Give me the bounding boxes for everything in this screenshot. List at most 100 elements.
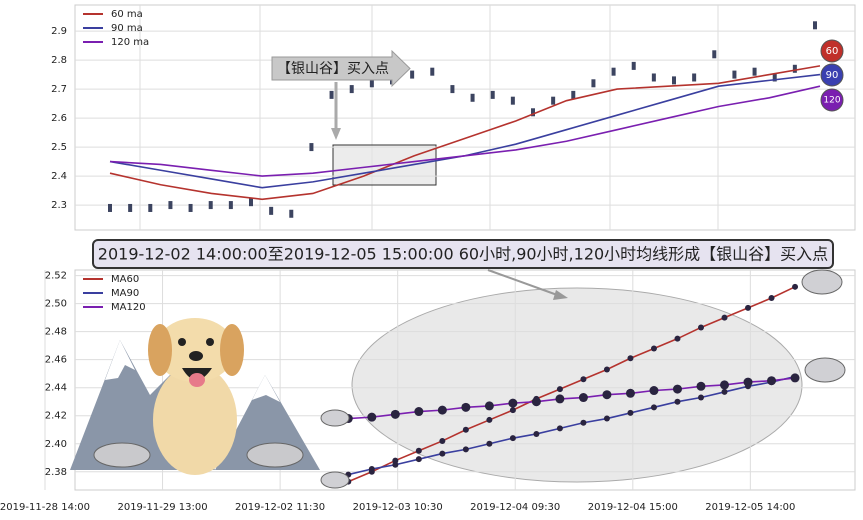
point <box>367 412 377 422</box>
legend-label: 120 ma <box>111 37 149 48</box>
dog-nose <box>189 351 203 361</box>
price-tick <box>369 79 374 88</box>
series-line <box>348 375 796 476</box>
point <box>509 407 516 414</box>
price-tick <box>188 203 193 212</box>
price-tick <box>813 21 817 30</box>
y-tick-label: 2.4 <box>51 171 67 182</box>
y-tick-label: 2.8 <box>51 55 67 66</box>
point <box>790 373 800 383</box>
price-tick <box>470 93 475 102</box>
callout-shape <box>271 49 411 88</box>
price-tick <box>128 203 133 212</box>
ingot <box>93 442 151 468</box>
point <box>674 398 681 405</box>
callout-arrow-head <box>331 128 341 140</box>
price-tick <box>531 108 535 117</box>
price-tick <box>108 203 112 212</box>
badge <box>820 39 844 63</box>
point <box>627 355 634 362</box>
x-tick-label: 2019-12-04 09:30 <box>470 502 560 513</box>
price-tick <box>732 70 737 79</box>
point <box>439 450 446 457</box>
point <box>721 314 728 321</box>
callout-text: 【银山谷】买入点 <box>277 61 389 77</box>
point <box>533 430 540 437</box>
legend-label: MA60 <box>111 274 139 285</box>
point <box>556 425 563 432</box>
series-line <box>109 65 821 201</box>
point <box>578 393 588 403</box>
y-tick-label: 2.3 <box>51 200 67 211</box>
point <box>415 456 422 463</box>
y-tick-label: 2.48 <box>45 327 67 338</box>
price-tick <box>692 73 697 82</box>
price-tick <box>349 85 354 94</box>
top-chart: 2.3 2.4 2.5 2.6 2.7 2.8 2.9 60 ma 90 ma 120 ma <box>51 9 855 218</box>
price-tick <box>148 203 153 212</box>
point <box>603 415 610 422</box>
x-tick-label: 2019-11-29 13:00 <box>117 502 207 513</box>
snow <box>252 375 280 402</box>
badge-label: 120 <box>823 96 840 106</box>
point <box>509 435 516 442</box>
snow <box>105 340 135 380</box>
badge-label: 90 <box>826 70 839 81</box>
point <box>672 384 682 394</box>
y-tick-label: 2.5 <box>51 142 67 153</box>
price-tick <box>712 50 717 59</box>
price-tick <box>651 73 656 82</box>
legend-label: 90 ma <box>111 23 143 34</box>
x-tick-label: 2019-12-03 10:30 <box>353 502 443 513</box>
point <box>368 465 375 472</box>
point <box>555 394 565 404</box>
y-tick-label: 2.44 <box>45 383 67 394</box>
point <box>390 409 400 419</box>
point <box>415 447 422 454</box>
ingot <box>320 409 350 427</box>
point <box>674 335 681 342</box>
point <box>721 388 728 395</box>
price-tick <box>772 73 777 82</box>
point <box>743 377 753 387</box>
price-tick <box>329 90 334 99</box>
price-tick <box>430 67 435 76</box>
y-tick-label: 2.38 <box>45 467 67 478</box>
y-tick-label: 2.40 <box>45 439 67 450</box>
point <box>486 416 493 423</box>
point <box>697 324 704 331</box>
price-tick <box>410 70 415 79</box>
point <box>486 440 493 447</box>
price-tick <box>672 76 676 85</box>
point <box>767 376 777 386</box>
y-tick-label: 2.50 <box>45 299 67 310</box>
dog-tongue <box>189 373 205 387</box>
ingot <box>320 471 350 489</box>
highlight-ellipse <box>351 287 803 483</box>
price-tick <box>249 198 253 207</box>
price-tick <box>309 143 314 152</box>
price-tick <box>490 90 495 99</box>
ingot <box>804 357 846 383</box>
dog-eye <box>206 338 214 346</box>
price-tick <box>168 201 173 210</box>
price-tick <box>208 201 213 210</box>
price-tick <box>792 64 797 73</box>
point <box>602 390 612 400</box>
point <box>580 376 587 383</box>
badge <box>820 63 844 87</box>
price-tick <box>571 90 576 99</box>
point <box>508 398 518 408</box>
point <box>650 345 657 352</box>
price-tick <box>228 201 233 210</box>
dog-ear <box>148 324 172 376</box>
x-tick-label: 2019-11-28 14:00 <box>0 502 90 513</box>
y-tick-label: 2.46 <box>45 355 67 366</box>
legend-label: 60 ma <box>111 9 143 20</box>
legend-label: MA120 <box>111 302 146 313</box>
point <box>414 407 424 417</box>
price-tick <box>450 85 455 94</box>
price-tick <box>611 67 616 76</box>
banner-text: 2019-12-02 14:00:00至2019-12-05 15:00:00 … <box>98 245 828 264</box>
banner <box>92 239 834 269</box>
